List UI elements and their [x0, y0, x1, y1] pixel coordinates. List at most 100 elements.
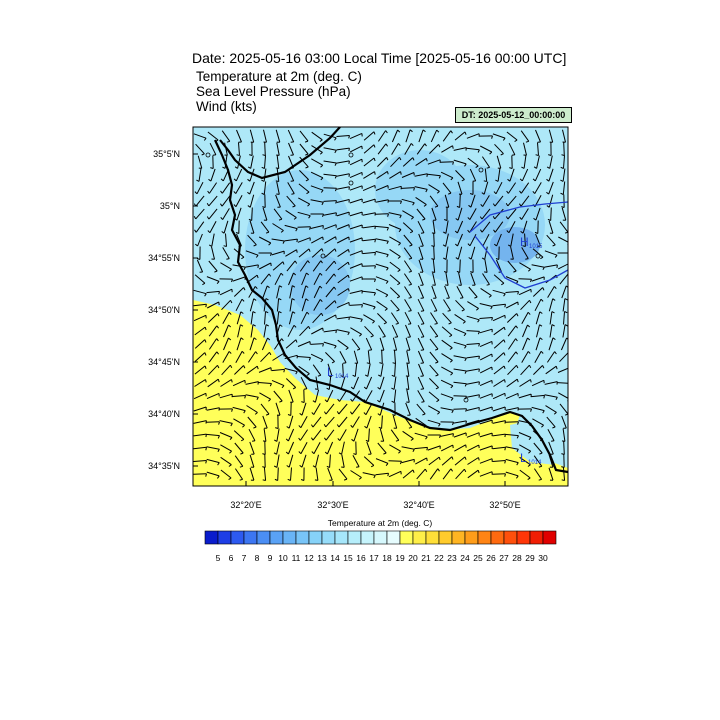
pressure-letter: H	[520, 235, 529, 249]
wind-barb-flag	[216, 351, 220, 355]
wind-barb	[523, 142, 527, 156]
wind-barb	[482, 233, 490, 247]
wind-barb-flag	[435, 348, 439, 351]
wind-barb	[402, 469, 414, 479]
wind-barb	[507, 351, 517, 363]
wind-barb	[284, 367, 298, 373]
wind-barb	[455, 170, 465, 180]
wind-barb	[349, 263, 363, 269]
wind-barb	[560, 337, 568, 351]
wind-barb	[492, 446, 506, 450]
wind-barb-flag	[322, 327, 324, 331]
colorbar-label: 23	[447, 553, 457, 563]
wind-barb-flag	[385, 294, 389, 298]
wind-barb	[457, 181, 463, 195]
wind-barb	[363, 456, 375, 466]
wind-barb-flag	[228, 351, 232, 354]
colorbar-label: 24	[460, 553, 470, 563]
wind-barb	[364, 325, 374, 337]
wind-barb	[297, 237, 311, 243]
subtitle-temperature: Temperature at 2m (deg. C)	[196, 69, 362, 84]
wind-barb-flag	[320, 177, 324, 181]
wind-barb	[431, 285, 437, 299]
wind-barb	[312, 260, 322, 272]
wind-barb-flag	[279, 285, 283, 288]
wind-barb-flag	[387, 213, 389, 217]
wind-barb-flag	[319, 139, 323, 142]
colorbar-label: 8	[255, 553, 260, 563]
wind-barb	[263, 467, 267, 481]
wind-barb	[260, 221, 270, 233]
wind-barb	[349, 316, 363, 320]
wind-barb-flag	[206, 216, 210, 220]
wind-barb-flag	[551, 324, 555, 327]
wind-barb	[225, 233, 227, 247]
wind-barb	[206, 301, 220, 309]
wind-barb	[505, 407, 519, 411]
wind-barb	[562, 467, 566, 481]
wind-barb-flag	[507, 178, 511, 182]
wind-barb	[351, 338, 361, 350]
wind-barb	[326, 441, 334, 455]
colorbar-swatch	[516, 530, 531, 545]
wind-barb	[232, 395, 246, 397]
wind-barb-flag	[358, 333, 362, 337]
colorbar-swatch	[542, 530, 557, 545]
wind-barb-flag	[520, 230, 524, 234]
wind-barb	[363, 171, 375, 179]
wind-barb	[223, 220, 229, 234]
wind-barb	[324, 314, 336, 322]
wind-barb-flag	[431, 245, 435, 247]
wind-barb	[195, 221, 205, 233]
wind-barb-flag	[386, 267, 389, 271]
wind-barb	[492, 406, 506, 412]
wind-barb-flag	[528, 450, 532, 454]
wind-barb-flag	[484, 271, 488, 273]
wind-barb-flag	[231, 278, 233, 283]
wind-barb	[479, 445, 493, 451]
wind-barb-flag	[268, 273, 272, 277]
colorbar-swatch	[464, 530, 479, 545]
colorbar-label: 6	[229, 553, 234, 563]
wind-barb	[429, 351, 439, 363]
wind-barb-flag	[452, 161, 454, 165]
wind-barb	[263, 428, 267, 442]
wind-barb-flag	[452, 145, 454, 149]
wind-barb-flag	[326, 387, 330, 390]
wind-barb	[245, 394, 259, 398]
wind-barb	[429, 195, 439, 207]
wind-barb	[261, 337, 269, 351]
wind-barb-flag	[465, 420, 467, 424]
wind-barb-flag	[445, 284, 449, 286]
wind-barb-flag	[552, 337, 556, 341]
wind-barb-flag	[338, 452, 342, 455]
wind-barb	[236, 129, 242, 143]
wind-barb-flag	[203, 137, 207, 141]
wind-barb	[193, 460, 207, 462]
wind-barb	[349, 158, 363, 166]
wind-barb-flag	[490, 306, 493, 310]
lat-label: 34°35'N	[148, 461, 180, 471]
wind-barb	[336, 316, 350, 320]
wind-barb	[392, 337, 398, 351]
wind-barb-flag	[412, 469, 415, 473]
wind-barb-flag	[262, 440, 266, 442]
wind-barb	[271, 368, 285, 372]
wind-barb	[428, 405, 440, 413]
wind-barb	[311, 236, 323, 244]
wind-barb-flag	[291, 193, 295, 195]
wind-barb	[417, 337, 425, 351]
wind-barb-flag	[255, 351, 258, 355]
wind-barb	[208, 208, 218, 220]
wind-barb	[479, 419, 493, 425]
wind-barb	[234, 442, 244, 454]
wind-barb	[194, 352, 206, 362]
wind-barb-flag	[292, 311, 296, 314]
colorbar-swatch	[256, 530, 271, 545]
wind-barb-flag	[220, 216, 223, 220]
wind-barb	[545, 405, 557, 413]
wind-barb-flag	[413, 187, 415, 191]
wind-barb	[247, 416, 257, 428]
wind-barb-flag	[542, 410, 545, 414]
wind-barb	[249, 181, 255, 195]
